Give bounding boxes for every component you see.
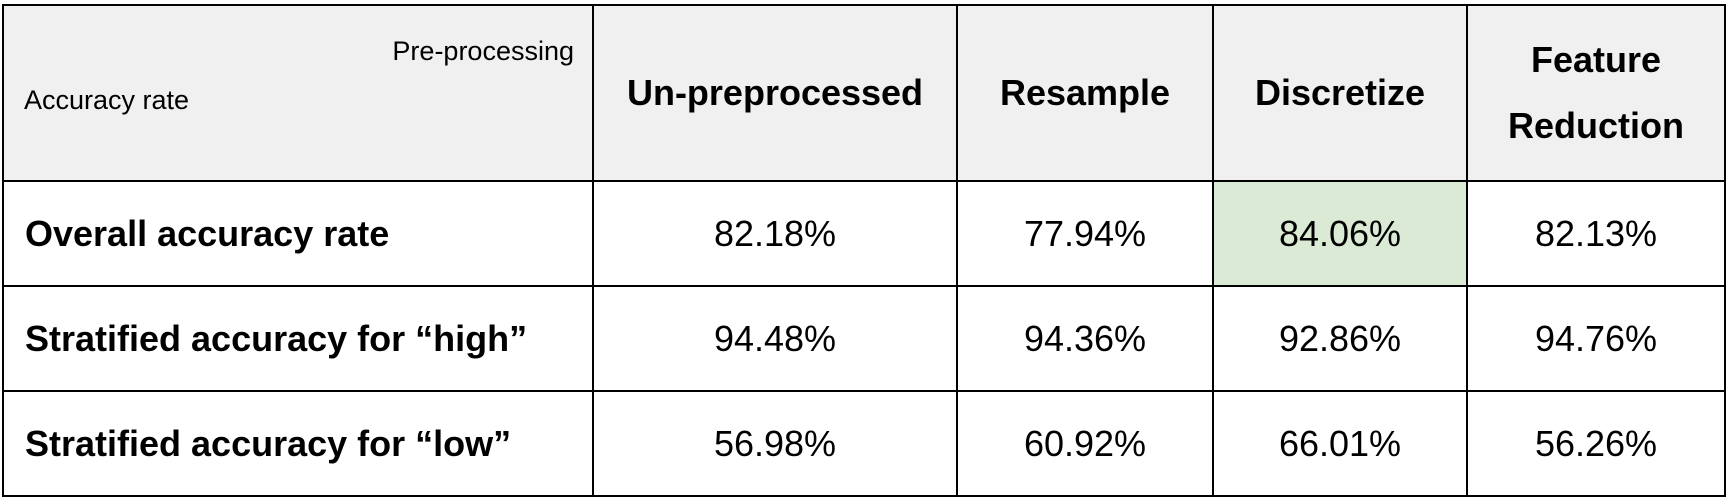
row-label-high: Stratified accuracy for “high” xyxy=(2,285,594,392)
table-cell: 92.86% xyxy=(1212,285,1468,392)
table-cell-highlighted: 84.06% xyxy=(1212,180,1468,287)
table-cell: 82.18% xyxy=(592,180,958,287)
table-cell: 77.94% xyxy=(956,180,1214,287)
table-row: Stratified accuracy for “high” 94.48% 94… xyxy=(2,285,1726,392)
column-header-feature-reduction: Feature Reduction xyxy=(1466,4,1726,182)
table-cell: 94.48% xyxy=(592,285,958,392)
header-row: Pre-processing Accuracy rate Un-preproce… xyxy=(2,4,1726,182)
table-cell: 66.01% xyxy=(1212,390,1468,497)
preprocessing-header-label: Pre-processing xyxy=(392,36,574,66)
table-row: Overall accuracy rate 82.18% 77.94% 84.0… xyxy=(2,180,1726,287)
column-header-resample: Resample xyxy=(956,4,1214,182)
column-header-discretize: Discretize xyxy=(1212,4,1468,182)
table-row: Stratified accuracy for “low” 56.98% 60.… xyxy=(2,390,1726,497)
accuracy-rate-header-label: Accuracy rate xyxy=(24,85,190,115)
column-header-unpreprocessed: Un-preprocessed xyxy=(592,4,958,182)
corner-cell: Pre-processing Accuracy rate xyxy=(2,4,594,182)
row-label-low: Stratified accuracy for “low” xyxy=(2,390,594,497)
table-cell: 60.92% xyxy=(956,390,1214,497)
row-label-overall: Overall accuracy rate xyxy=(2,180,594,287)
table-cell: 56.26% xyxy=(1466,390,1726,497)
accuracy-table: Pre-processing Accuracy rate Un-preproce… xyxy=(2,4,1726,497)
table-cell: 56.98% xyxy=(592,390,958,497)
table-cell: 82.13% xyxy=(1466,180,1726,287)
table-cell: 94.76% xyxy=(1466,285,1726,392)
table-cell: 94.36% xyxy=(956,285,1214,392)
